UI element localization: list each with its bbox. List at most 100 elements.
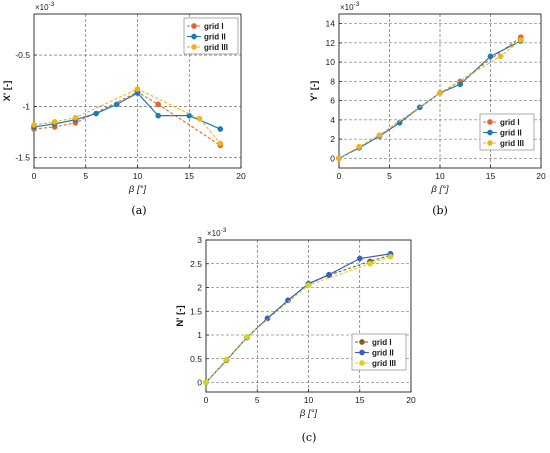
series-3 <box>336 37 524 162</box>
y-tick-label: 2 <box>330 134 335 144</box>
legend-label: grid III <box>372 359 396 368</box>
y-axis-label: X' [-] <box>2 81 13 102</box>
legend-label: grid III <box>204 43 228 52</box>
data-point <box>113 101 120 108</box>
series-line <box>33 91 221 146</box>
y-tick-label: 1 <box>197 330 202 340</box>
x-tick-label: 15 <box>486 171 496 181</box>
legend-marker <box>359 339 365 345</box>
y-tick-label: -0.5 <box>15 50 30 60</box>
series-line <box>205 256 391 383</box>
data-point <box>217 126 224 132</box>
data-point <box>396 119 403 126</box>
data-point <box>31 122 37 128</box>
data-point <box>356 143 363 150</box>
series-line <box>338 39 522 159</box>
y-tick-label: 0 <box>330 153 335 163</box>
x-tick-label: 10 <box>435 171 445 181</box>
data-point <box>487 53 494 60</box>
x-tick-label: 15 <box>355 395 365 405</box>
data-point <box>51 118 58 125</box>
y-tick-label: 0.5 <box>190 354 202 364</box>
data-point <box>72 114 79 121</box>
y-tick-label: 0 <box>197 378 202 388</box>
legend-marker <box>191 23 197 29</box>
series-3 <box>203 253 394 386</box>
y-tick-label: 10 <box>326 57 336 67</box>
figure-caption: (c) <box>302 431 317 444</box>
x-axis-label: β [°] <box>128 184 147 195</box>
exponent-base: ×10 <box>35 3 49 12</box>
y-tick-label: 8 <box>330 76 335 86</box>
exponent-base: ×10 <box>207 229 221 238</box>
y-tick-label: 14 <box>326 19 336 29</box>
grid <box>339 14 541 168</box>
data-point <box>244 334 250 340</box>
series-3 <box>31 86 224 147</box>
y-tick-label: 3 <box>197 235 202 245</box>
data-point <box>367 260 373 267</box>
legend-marker <box>487 140 493 146</box>
y-exponent-label: ×10-3 <box>207 227 227 238</box>
data-point <box>217 140 224 147</box>
chart-a: 0 5 10 15 20 -0.5 -1 -1.5 ×10-3 β [°] X' [-] grid I… <box>2 1 246 217</box>
legend-marker <box>191 44 197 50</box>
x-tick-label: 20 <box>536 171 546 181</box>
figure-caption: (a) <box>131 204 146 217</box>
x-tick-label: 10 <box>133 171 143 181</box>
y-exponent-label: ×10-3 <box>35 1 55 12</box>
x-tick-label: 5 <box>255 395 260 405</box>
x-tick-label: 10 <box>304 395 314 405</box>
exponent-power: -3 <box>49 1 55 8</box>
legend-label: grid II <box>204 33 226 42</box>
x-tick-label: 15 <box>185 171 195 181</box>
series-line <box>33 88 221 144</box>
y-tick-label: 2 <box>197 283 202 293</box>
figure-caption: (b) <box>432 204 448 217</box>
data-point <box>457 81 464 88</box>
data-point <box>336 155 342 162</box>
data-point <box>155 101 162 108</box>
chart-b: 0 5 10 15 20 0 2 4 6 8 10 12 14 ×10-3 β [°] Y' [-] grid … <box>309 1 546 217</box>
data-point <box>223 356 230 363</box>
data-point <box>305 282 312 288</box>
data-point <box>497 53 504 60</box>
y-tick-label: 6 <box>330 96 335 106</box>
legend-label: grid III <box>500 139 524 148</box>
data-point <box>376 132 383 139</box>
legend-label: grid I <box>372 338 392 347</box>
data-point <box>203 379 209 386</box>
data-point <box>264 315 271 322</box>
x-tick-label: 0 <box>204 395 209 405</box>
x-tick-label: 0 <box>337 171 342 181</box>
x-axis-label: β [°] <box>299 408 318 419</box>
x-tick-label: 20 <box>236 171 246 181</box>
exponent-base: ×10 <box>340 3 354 12</box>
data-point <box>186 112 193 119</box>
x-axis-label: β [°] <box>430 184 449 195</box>
data-point <box>517 37 524 43</box>
data-point <box>356 255 363 262</box>
y-axis-label: Y' [-] <box>309 81 320 102</box>
legend-marker <box>359 349 365 356</box>
legend-label: grid I <box>204 22 224 31</box>
y-tick-label: 1.5 <box>190 306 202 316</box>
data-point <box>437 90 443 96</box>
data-point <box>134 86 141 92</box>
data-point <box>93 110 99 117</box>
y-tick-label: 12 <box>326 38 336 48</box>
x-tick-label: 20 <box>406 395 416 405</box>
exponent-power: -3 <box>221 227 227 234</box>
legend-marker <box>191 33 197 40</box>
data-point <box>387 253 394 260</box>
data-point <box>196 115 203 122</box>
x-tick-label: 5 <box>387 171 392 181</box>
chart-c: 0 5 10 15 20 0 0.5 1 1.5 2 2.5 3 ×10-3 β [°] N' [-] gri… <box>175 227 416 444</box>
data-point <box>155 112 162 119</box>
y-tick-label: 2.5 <box>190 259 202 269</box>
y-axis-label: N' [-] <box>175 305 186 326</box>
legend-marker <box>487 119 493 125</box>
